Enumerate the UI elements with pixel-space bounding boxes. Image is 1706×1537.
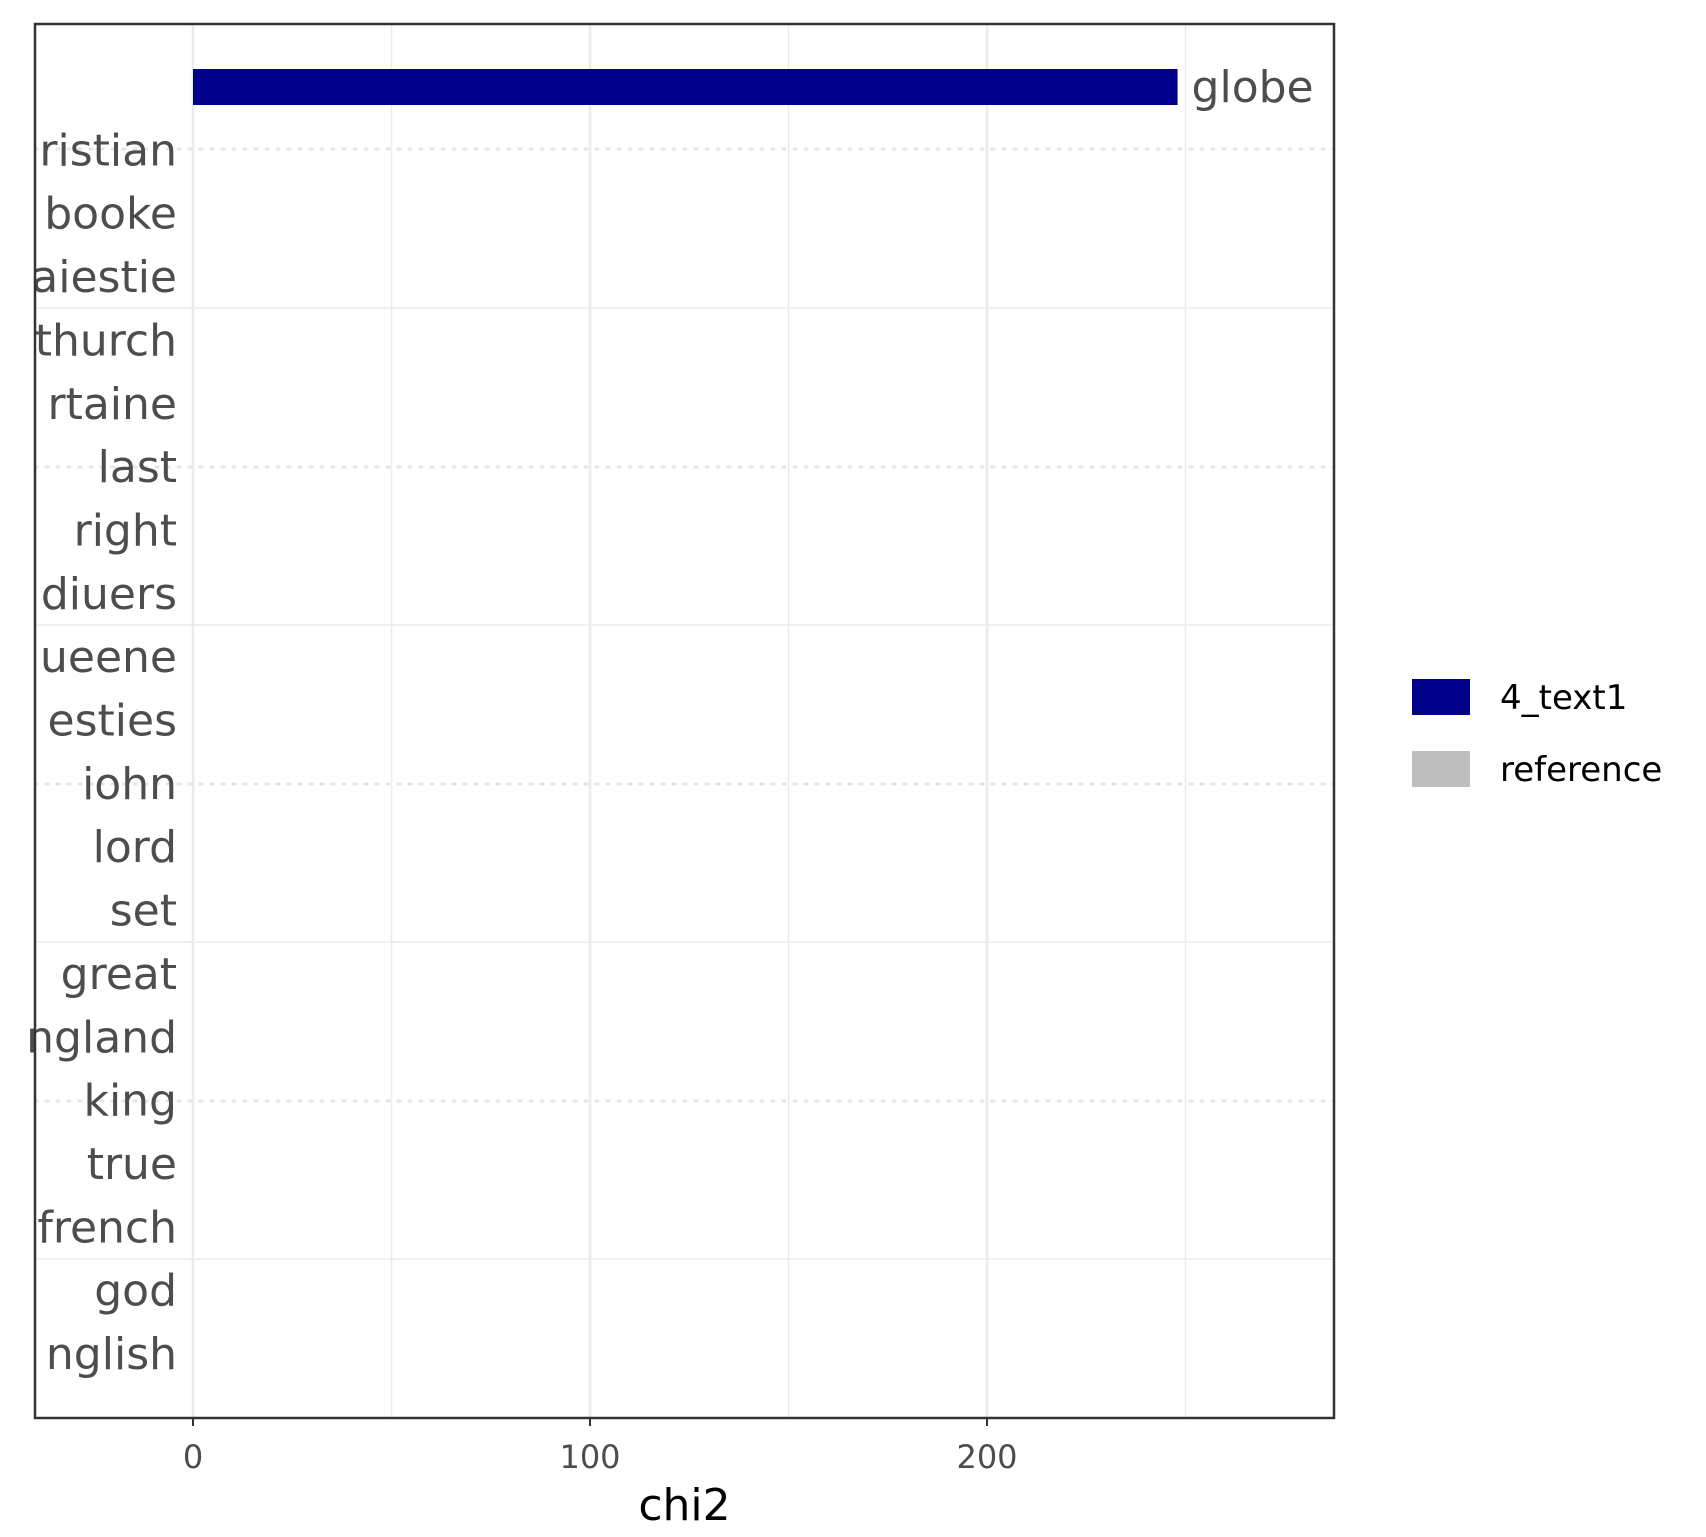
bar-globe: [193, 69, 1178, 105]
x-tick-label: 200: [956, 1438, 1017, 1476]
category-label: right: [74, 505, 177, 556]
legend-key-reference: [1412, 751, 1470, 787]
category-label: diuers: [41, 569, 177, 620]
x-tick-label: 100: [559, 1438, 620, 1476]
category-label: booke: [44, 189, 177, 240]
category-label: french: [37, 1202, 177, 1253]
legend-label: 4_text1: [1500, 678, 1627, 718]
grid: [33, 24, 1336, 1418]
category-label: ngland: [26, 1012, 177, 1063]
plot-panel-border: [33, 22, 1336, 1420]
legend: 4_text1 reference: [1412, 678, 1662, 790]
bars: globe: [193, 62, 1314, 113]
category-label: nglish: [46, 1329, 177, 1380]
x-tick-label: 0: [183, 1438, 203, 1476]
category-label: true: [87, 1139, 177, 1190]
category-label: rtaine: [48, 379, 178, 430]
category-label: great: [61, 949, 177, 1000]
category-label: ristian: [39, 125, 177, 176]
legend-key-4_text1: [1412, 679, 1470, 715]
category-label: god: [94, 1266, 177, 1317]
category-label: esties: [48, 696, 177, 747]
category-label: king: [83, 1076, 177, 1127]
category-label: aiestie: [31, 252, 177, 303]
category-label: lord: [93, 822, 177, 873]
category-labels: ristian booke aiestie thurch rtaine last right…: [26, 125, 177, 1380]
category-label: last: [98, 442, 177, 493]
x-axis-ticks: 0 100 200: [183, 1418, 1018, 1476]
category-label: iohn: [82, 759, 177, 810]
legend-label: reference: [1500, 750, 1662, 790]
x-axis-title: chi2: [638, 1480, 730, 1531]
category-label: thurch: [35, 315, 177, 366]
category-label: ueene: [40, 632, 177, 683]
bar-label: globe: [1192, 62, 1314, 113]
category-label: set: [110, 886, 177, 937]
